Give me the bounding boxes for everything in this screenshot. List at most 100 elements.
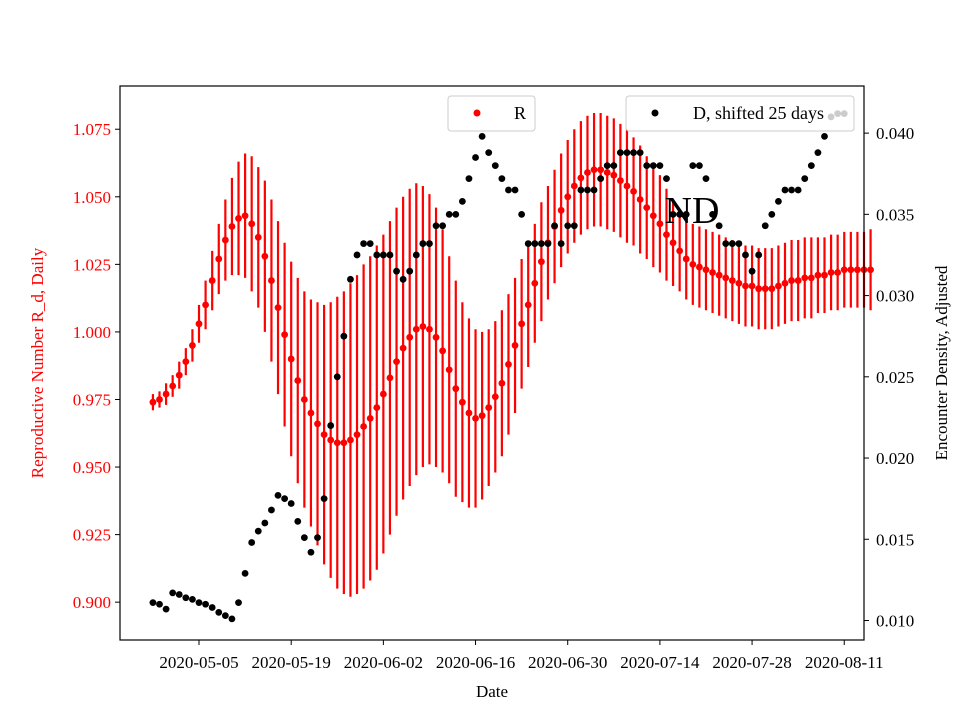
- d-point: [320, 495, 328, 503]
- d-point: [419, 240, 427, 247]
- r-point: [755, 285, 763, 293]
- r-point: [393, 358, 400, 366]
- d-point: [761, 222, 769, 230]
- d-point: [149, 599, 157, 607]
- r-point: [149, 398, 157, 406]
- r-point: [419, 323, 427, 330]
- right-y-tick-label: 0.030: [876, 287, 914, 306]
- d-point: [458, 197, 466, 205]
- d-point: [781, 186, 789, 194]
- r-point: [327, 436, 335, 444]
- x-tick-label: 2020-05-05: [159, 653, 238, 672]
- d-point: [603, 162, 611, 170]
- r-point: [775, 282, 782, 290]
- d-point: [715, 222, 723, 230]
- r-point: [834, 269, 842, 276]
- r-point: [814, 271, 822, 279]
- d-point: [676, 210, 684, 218]
- d-point: [432, 222, 440, 230]
- r-point: [557, 206, 565, 214]
- d-point: [452, 210, 460, 218]
- r-point: [458, 398, 466, 406]
- left-y-tick-label: 0.950: [73, 458, 111, 477]
- d-point: [768, 210, 776, 218]
- d-point: [682, 210, 690, 218]
- d-point: [406, 267, 414, 275]
- r-point: [663, 231, 670, 239]
- r-point: [287, 355, 295, 363]
- r-point: [854, 266, 861, 274]
- r-point: [373, 404, 381, 411]
- d-point: [775, 197, 782, 205]
- r-point: [505, 360, 512, 368]
- d-point: [728, 240, 736, 247]
- r-point: [215, 255, 223, 263]
- d-point: [340, 332, 348, 340]
- d-point: [643, 162, 651, 170]
- r-point: [189, 342, 196, 349]
- d-point: [636, 149, 644, 157]
- r-point: [728, 277, 736, 284]
- d-point: [215, 608, 223, 616]
- d-point: [663, 175, 670, 183]
- right-y-tick-label: 0.040: [876, 124, 914, 143]
- r-point: [630, 187, 637, 195]
- d-point: [821, 132, 828, 140]
- d-point: [300, 534, 308, 542]
- r-point: [616, 177, 624, 184]
- d-point: [478, 132, 486, 140]
- x-tick-label: 2020-06-16: [436, 653, 515, 672]
- d-point: [814, 149, 822, 157]
- left-y-tick-label: 1.000: [73, 323, 111, 342]
- d-point: [274, 492, 282, 499]
- d-point: [439, 222, 447, 230]
- r-point: [307, 409, 315, 417]
- r-point: [722, 274, 730, 282]
- d-point: [531, 240, 539, 247]
- d-point: [426, 240, 433, 247]
- d-point: [498, 175, 506, 183]
- r-point: [432, 333, 440, 341]
- left-y-tick-label: 1.050: [73, 188, 111, 207]
- left-y-axis-label: Reproductive Number R_d, Daily: [28, 247, 47, 478]
- r-point: [294, 377, 302, 384]
- d-point: [577, 186, 585, 194]
- left-y-tick-label: 1.075: [73, 120, 111, 139]
- r-point: [235, 215, 242, 222]
- d-point: [399, 275, 407, 283]
- r-point: [314, 420, 321, 428]
- plot-frame: [119, 85, 865, 641]
- d-point: [333, 373, 341, 381]
- d-point: [248, 539, 256, 546]
- r-point: [195, 320, 203, 328]
- r-point: [412, 325, 420, 333]
- d-point: [584, 186, 591, 194]
- d-point: [537, 240, 545, 247]
- r-point: [478, 412, 486, 420]
- left-y-tick-label: 0.900: [73, 593, 111, 612]
- r-point: [261, 252, 269, 260]
- legend-d-label: D, shifted 25 days: [693, 103, 824, 123]
- d-point: [511, 186, 519, 194]
- d-point: [788, 186, 795, 194]
- r-point: [485, 404, 493, 411]
- right-y-tick-label: 0.015: [876, 530, 914, 549]
- d-point: [156, 600, 163, 608]
- x-tick-label: 2020-07-28: [712, 653, 791, 672]
- d-point: [755, 251, 763, 259]
- r-point: [643, 204, 651, 212]
- r-point: [274, 304, 282, 311]
- left-y-tick-label: 1.025: [73, 255, 111, 274]
- right-y-tick-label: 0.020: [876, 449, 914, 468]
- d-point: [669, 210, 677, 218]
- right-y-tick-label: 0.010: [876, 612, 914, 631]
- r-point: [695, 263, 703, 271]
- d-point: [281, 495, 289, 503]
- legend-d: D, shifted 25 days: [625, 95, 855, 132]
- d-point: [518, 210, 526, 218]
- r-point: [399, 344, 407, 352]
- r-point: [807, 274, 815, 282]
- d-point: [465, 175, 473, 183]
- d-point: [702, 175, 710, 183]
